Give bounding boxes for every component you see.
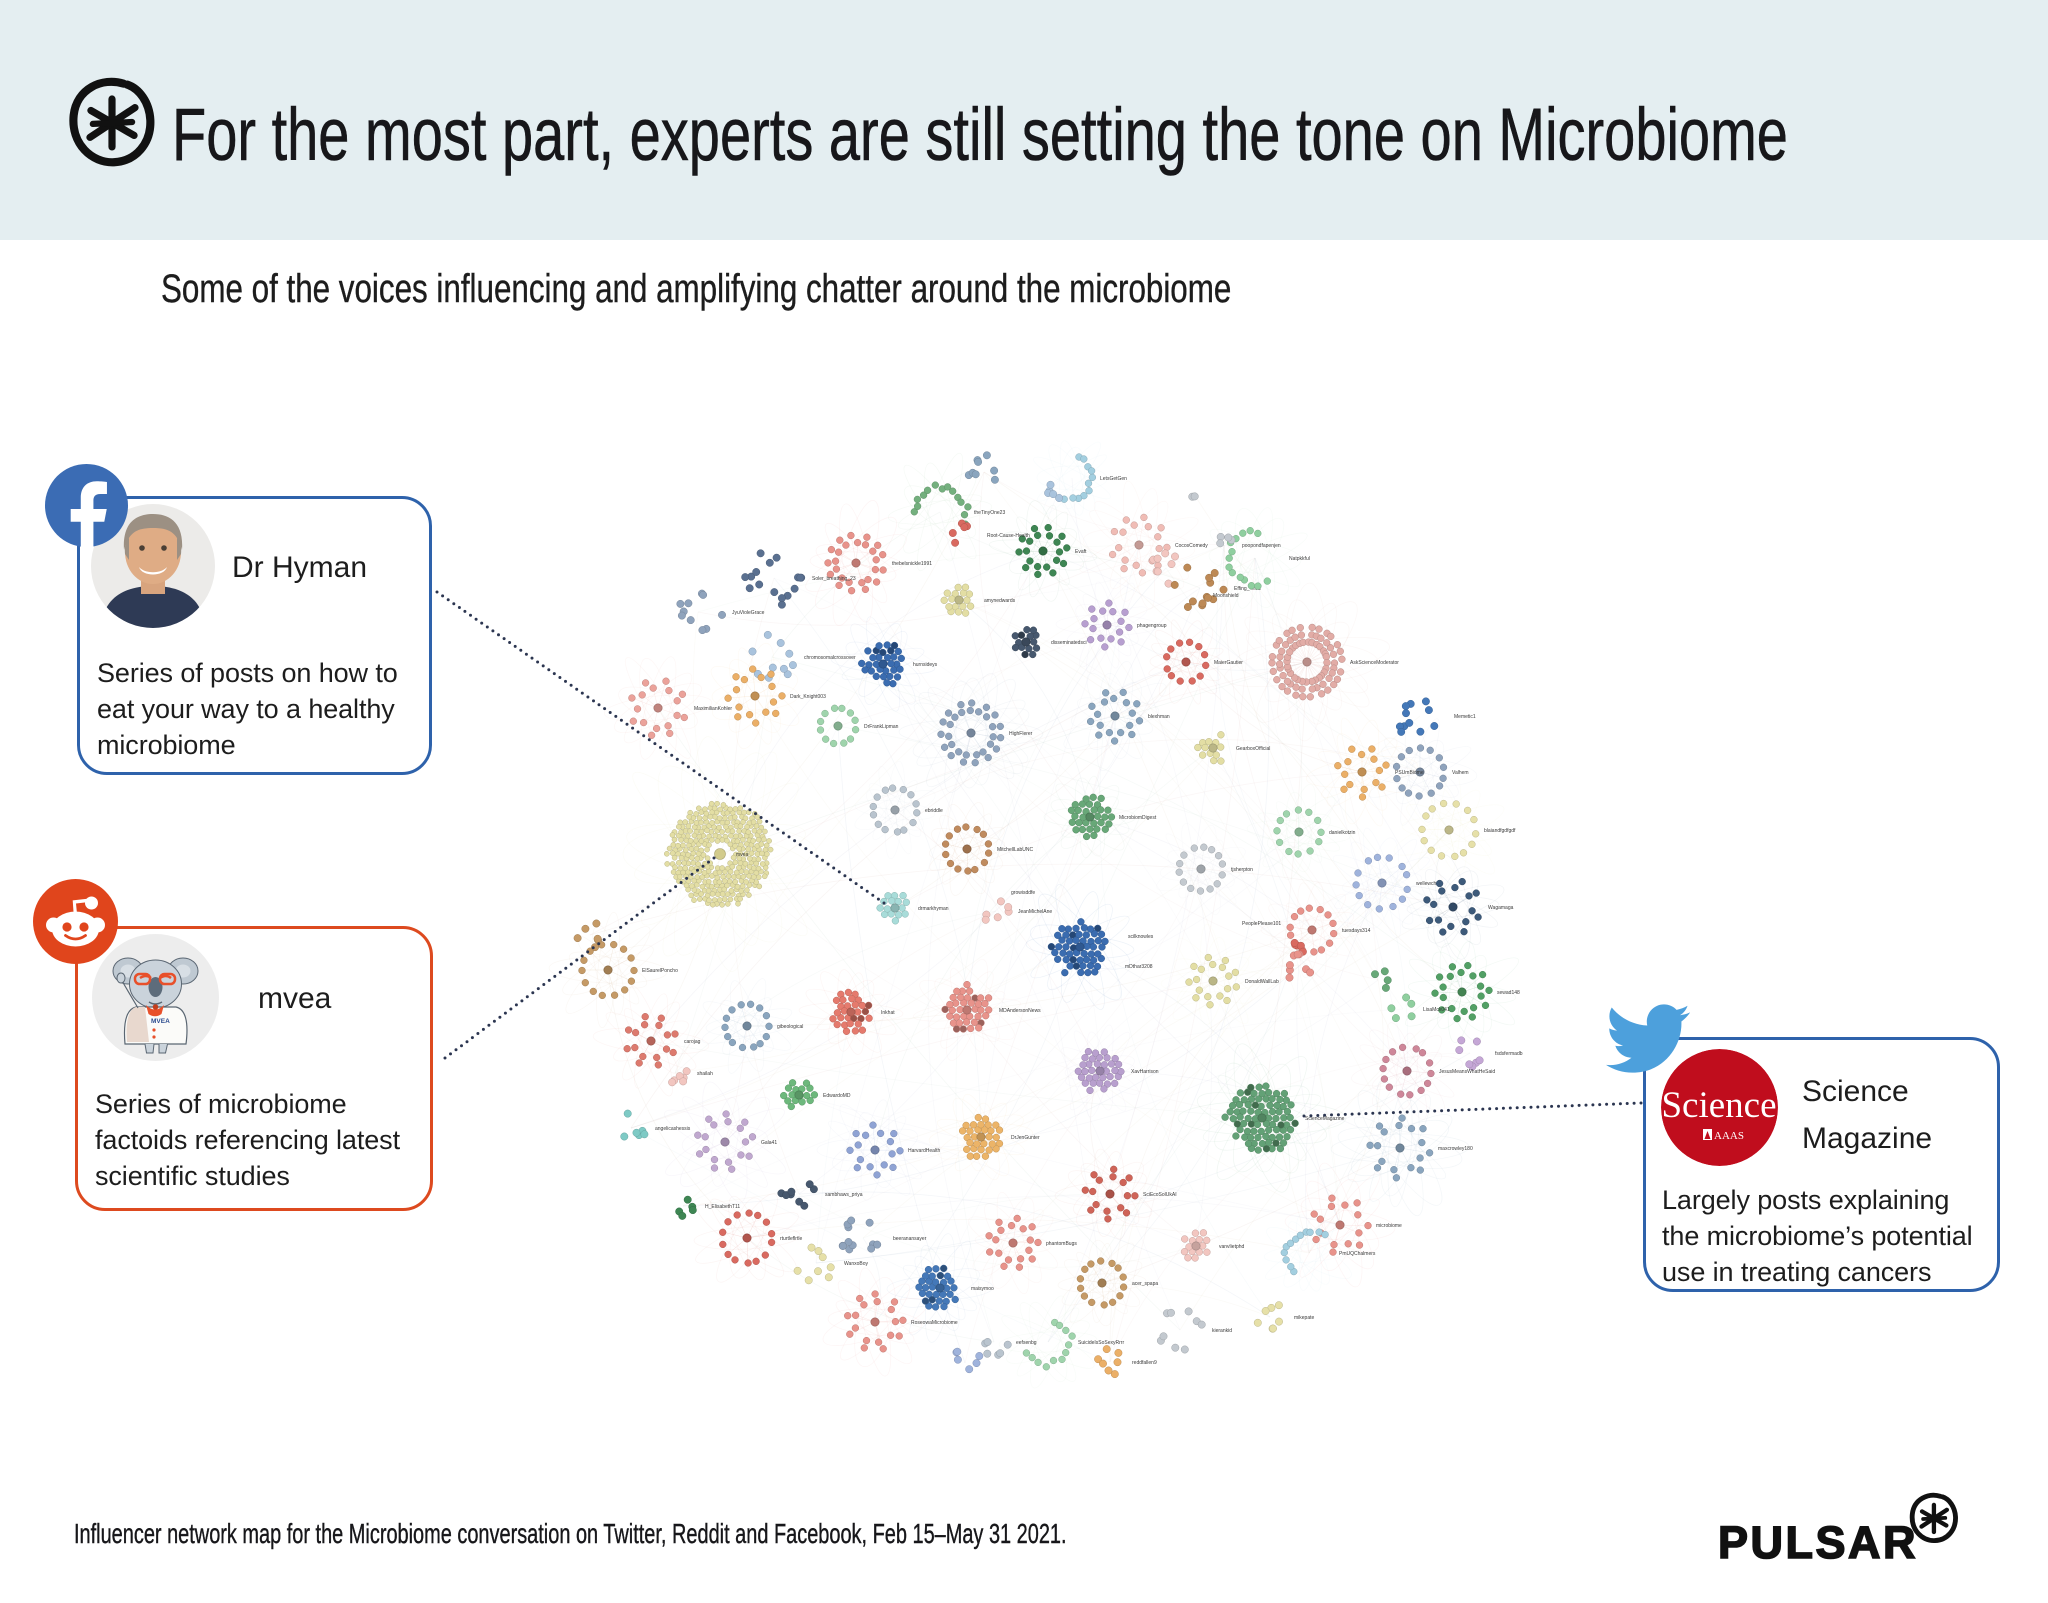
svg-text:AAAS: AAAS [1714, 1130, 1744, 1142]
svg-text:Evaft: Evaft [1075, 549, 1087, 555]
svg-text:disseminatedsci: disseminatedsci [1051, 640, 1087, 646]
svg-text:Memetic1: Memetic1 [1454, 714, 1476, 720]
svg-text:blexhman: blexhman [1148, 714, 1170, 720]
svg-text:chromosomalcrossover: chromosomalcrossover [804, 655, 856, 661]
svg-text:Dark_Knight003: Dark_Knight003 [790, 694, 826, 700]
svg-text:HighFlerer: HighFlerer [1009, 731, 1033, 737]
svg-text:PULSAR: PULSAR [1718, 1517, 1918, 1568]
svg-text:thebelsnickle1991: thebelsnickle1991 [892, 561, 932, 567]
svg-text:LetsGetGen: LetsGetGen [1100, 476, 1127, 482]
svg-text:AskScienceModerator: AskScienceModerator [1350, 660, 1399, 666]
svg-text:poopondfapenjen: poopondfapenjen [1242, 543, 1281, 549]
svg-text:CocosComedy: CocosComedy [1175, 543, 1208, 549]
svg-text:Natpkkful: Natpkkful [1289, 556, 1310, 562]
svg-text:Root-Cause-Health: Root-Cause-Health [987, 533, 1030, 539]
svg-text:amynedwards: amynedwards [984, 598, 1016, 604]
svg-text:MaximilianKohler: MaximilianKohler [694, 706, 732, 712]
svg-text:JyuVioleGrace: JyuVioleGrace [732, 610, 765, 616]
svg-text:MaierGautier: MaierGautier [1214, 660, 1243, 666]
svg-text:Effing_Tired: Effing_Tired [1234, 586, 1261, 592]
svg-text:GearboxOfficial: GearboxOfficial [1236, 746, 1270, 752]
svg-text:Science: Science [1661, 1085, 1776, 1126]
svg-text:Valhem: Valhem [1452, 770, 1469, 776]
svg-text:phagengroup: phagengroup [1137, 623, 1167, 629]
svg-text:theTinyOne23: theTinyOne23 [974, 510, 1005, 516]
svg-text:PSUmBiome: PSUmBiome [1395, 770, 1424, 776]
svg-text:Soler_breathing_23: Soler_breathing_23 [812, 576, 856, 582]
svg-text:hurnsideys: hurnsideys [913, 662, 938, 668]
svg-text:DrFrankLipman: DrFrankLipman [864, 724, 899, 730]
svg-text:MVEA: MVEA [151, 1018, 170, 1025]
